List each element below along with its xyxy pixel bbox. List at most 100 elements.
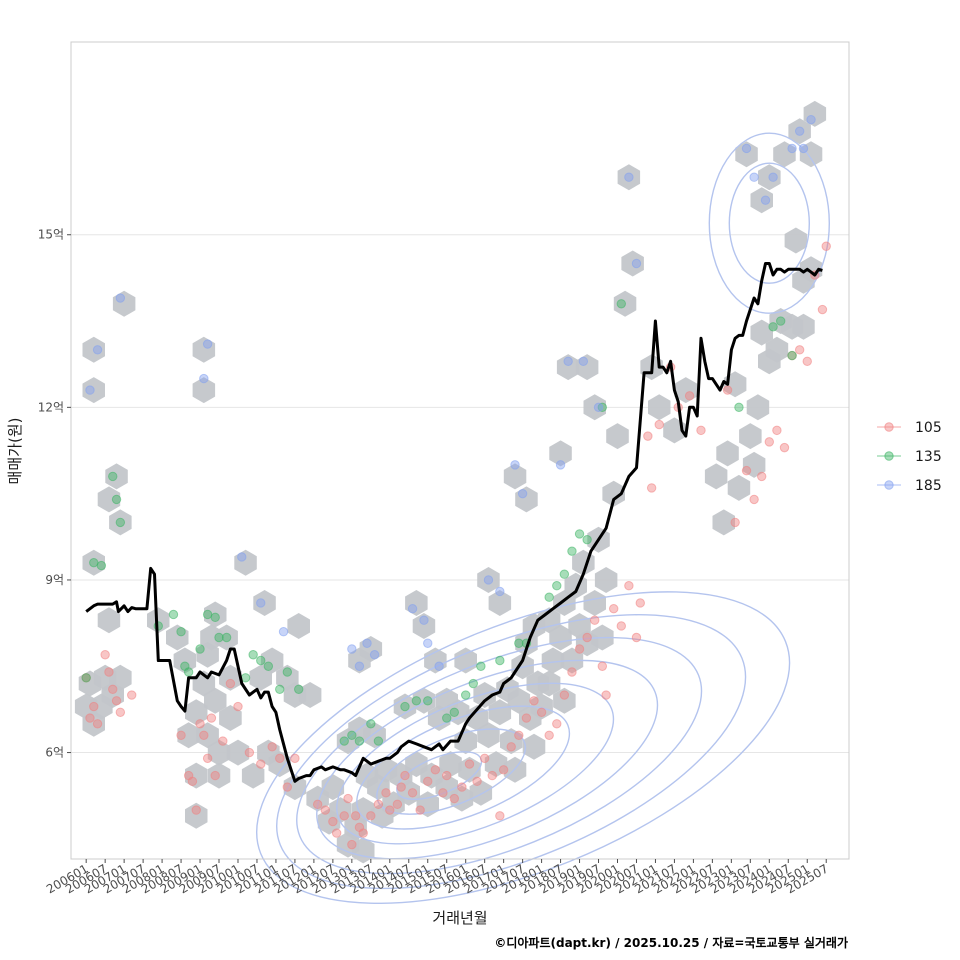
hexbin [283,774,307,801]
point-105 [442,770,452,781]
hexbin [556,354,580,381]
point-135 [449,707,460,717]
hexbin [742,451,766,478]
point-135 [275,684,285,694]
hexbin-layer [74,100,827,864]
hexbin [575,354,599,381]
point-135 [294,684,304,694]
hexbin [773,141,796,168]
point-185 [423,638,433,648]
hexbin [215,624,238,651]
hexbin [537,607,561,634]
hexbin [602,480,625,507]
point-105 [479,753,490,764]
point-105 [802,356,812,367]
point-185 [517,488,528,499]
point-135 [168,609,179,620]
point-185 [199,373,209,384]
point-135 [221,632,232,643]
point-105 [457,782,467,792]
point-105 [400,770,410,781]
point-105 [331,828,342,838]
point-105 [590,615,600,625]
hexbin [500,728,523,755]
hexbin [803,100,827,127]
point-105 [495,811,505,821]
hexbin [177,722,200,749]
hexbin [674,377,698,404]
point-105 [741,465,752,476]
hexbin [473,682,496,708]
point-105 [358,828,368,838]
hexbin [412,613,436,639]
point-105 [385,805,395,815]
point-105 [472,776,482,787]
point-135 [544,592,554,602]
point-135 [108,471,118,482]
hexbin [192,336,216,363]
hexbin [147,607,170,634]
point-105 [684,391,695,401]
point-105 [601,690,611,700]
point-185 [749,172,759,182]
point-105 [779,442,790,453]
hexbin [784,227,808,254]
hexbin [541,647,565,674]
point-105 [574,644,585,654]
trend-line [85,262,823,783]
hexbin [712,509,735,536]
point-105 [312,799,323,810]
point-135 [115,517,126,528]
point-105 [536,707,547,717]
point-105 [722,385,733,395]
point-135 [96,560,107,571]
point-105 [624,581,634,591]
point-105 [202,753,213,764]
point-105 [244,747,255,758]
y-axis-title: 매매가(원) [6,418,24,485]
point-135 [339,736,349,746]
hexbin [553,687,576,714]
point-135 [354,736,365,746]
hexbin [488,590,512,616]
y-tick-label: 12억 [38,400,64,414]
point-105 [115,707,126,717]
x-axis-title: 거래년월 [432,909,487,927]
point-105 [609,604,619,614]
point-105 [210,770,220,781]
hexbin [219,705,242,731]
hexbin [204,687,227,714]
hexbin [594,567,618,593]
point-185 [555,460,566,470]
x-axis: 2006012006072007012007072008012008072009… [44,859,831,897]
point-135 [366,719,376,729]
hexbin [750,319,773,346]
hexbin [549,440,572,467]
hexbin [515,486,538,513]
hexbin [503,756,527,783]
point-135 [495,655,505,666]
hexbin [352,797,375,824]
point-105 [176,730,186,740]
point-185 [256,598,266,608]
point-185 [563,356,573,367]
point-105 [127,690,137,700]
point-135 [400,701,410,712]
hexbin [185,802,208,829]
point-105 [108,684,118,694]
point-105 [646,483,657,493]
hexbin [727,474,751,501]
point-185 [798,143,809,154]
hexbin [219,664,242,691]
density-contour [256,591,791,904]
point-105 [290,753,300,764]
point-105 [381,788,391,798]
point-105 [218,736,228,746]
hexbin [359,636,383,662]
hexbin [503,463,527,490]
point-135 [248,650,258,660]
y-tick-label: 15억 [38,228,64,242]
point-185 [85,385,95,395]
density-contour [728,162,811,284]
point-105 [373,799,384,810]
